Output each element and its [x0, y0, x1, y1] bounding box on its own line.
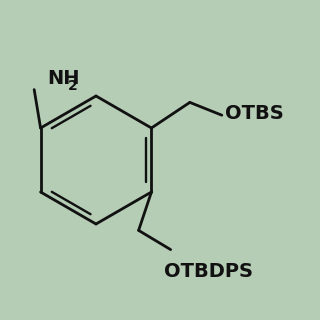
Text: NH: NH [47, 69, 79, 88]
Text: 2: 2 [68, 79, 77, 93]
Text: OTBS: OTBS [225, 104, 284, 123]
Text: OTBDPS: OTBDPS [164, 262, 253, 281]
